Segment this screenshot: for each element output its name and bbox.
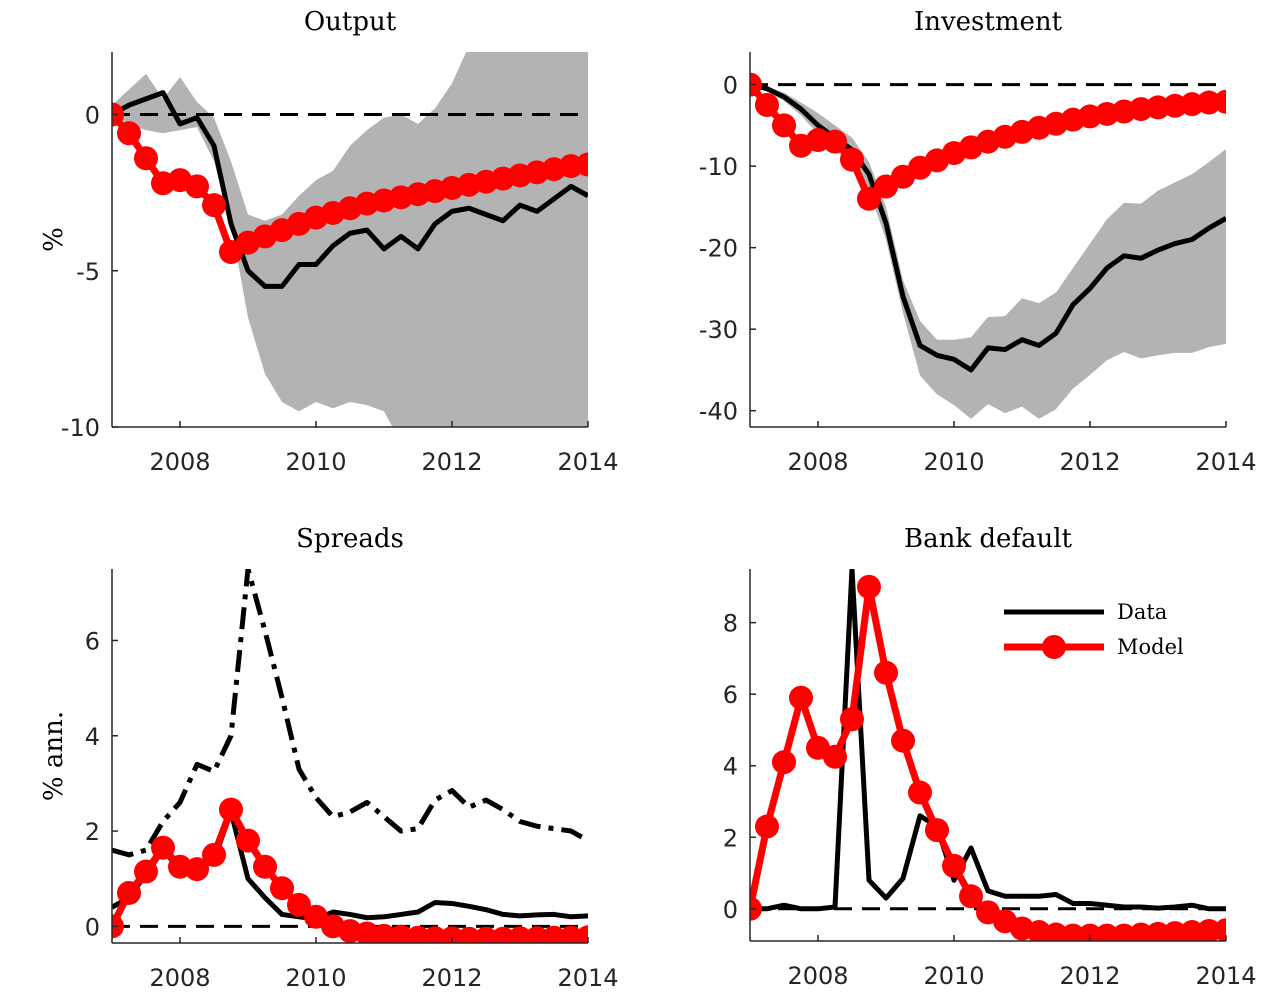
- marker: [925, 818, 949, 843]
- marker: [236, 828, 260, 853]
- legend-marker: [1042, 635, 1066, 659]
- y-tick-label: 0: [723, 896, 738, 924]
- x-tick-label: 2012: [1059, 448, 1120, 476]
- y-tick-label: 0: [85, 913, 100, 941]
- y-axis-label: %: [39, 227, 69, 252]
- y-tick-label: -20: [699, 235, 738, 263]
- marker: [840, 707, 864, 732]
- marker: [134, 146, 158, 171]
- x-tick-label: 2014: [1195, 448, 1256, 476]
- subplot-title: Output: [304, 7, 397, 37]
- subplot: 2008 2010 2012 2014 -10 -5 0 Output%: [39, 7, 619, 476]
- marker: [823, 744, 847, 769]
- x-tick-label: 2010: [285, 964, 346, 992]
- marker: [908, 780, 932, 805]
- marker: [253, 854, 277, 879]
- y-tick-label: 2: [85, 818, 100, 846]
- plot-area: [112, 52, 588, 427]
- marker: [134, 859, 158, 884]
- y-tick-label: -30: [699, 316, 738, 344]
- marker: [772, 750, 796, 775]
- marker: [270, 876, 294, 901]
- y-axis-label: % ann.: [39, 711, 69, 801]
- marker: [891, 728, 915, 753]
- y-tick-label: -10: [699, 153, 738, 181]
- subplot-title: Investment: [914, 7, 1063, 37]
- subplot-title: Spreads: [296, 524, 404, 554]
- x-tick-label: 2008: [149, 964, 210, 992]
- marker: [185, 857, 209, 882]
- marker: [789, 685, 813, 710]
- x-tick-label: 2014: [557, 964, 618, 992]
- marker: [202, 842, 226, 867]
- series-line: [112, 90, 588, 289]
- plot-area: [750, 569, 1226, 941]
- x-tick-label: 2014: [1195, 962, 1256, 990]
- y-tick-label: -10: [61, 414, 100, 442]
- plot-area: [112, 569, 588, 943]
- confidence-band: [112, 52, 588, 427]
- marker: [857, 186, 881, 211]
- marker: [151, 835, 175, 860]
- subplot: 2008 2010 2012 2014 -40 -30 -20 -10 0 Investment: [699, 7, 1257, 476]
- series-line: [750, 569, 1226, 912]
- marker: [1197, 90, 1221, 115]
- y-tick-label: 6: [85, 627, 100, 655]
- y-tick-label: 6: [723, 681, 738, 709]
- x-tick-label: 2012: [421, 964, 482, 992]
- legend-label: Data: [1117, 600, 1167, 624]
- marker: [202, 193, 226, 218]
- y-tick-label: 4: [723, 753, 738, 781]
- x-tick-label: 2010: [923, 448, 984, 476]
- y-tick-label: 2: [723, 824, 738, 852]
- x-tick-label: 2014: [557, 448, 618, 476]
- marker: [755, 92, 779, 117]
- marker: [1197, 918, 1221, 941]
- y-tick-label: 0: [723, 72, 738, 100]
- x-tick-label: 2008: [787, 962, 848, 990]
- marker: [823, 129, 847, 154]
- marker: [840, 147, 864, 172]
- marker: [576, 925, 588, 943]
- marker: [1214, 89, 1226, 114]
- subplot: 2008 2010 2012 2014 0 2 4 6 8 Bank default Data Mod…: [723, 524, 1257, 990]
- plot-area: [750, 72, 1226, 419]
- marker: [857, 574, 881, 599]
- x-tick-label: 2010: [923, 962, 984, 990]
- marker: [117, 880, 141, 905]
- marker: [959, 884, 983, 909]
- subplot-title: Bank default: [904, 524, 1073, 554]
- x-tick-label: 2008: [149, 448, 210, 476]
- series-line: [112, 569, 588, 858]
- marker: [185, 174, 209, 199]
- x-tick-label: 2012: [421, 448, 482, 476]
- x-tick-label: 2012: [1059, 962, 1120, 990]
- marker: [755, 814, 779, 839]
- marker: [576, 152, 588, 177]
- x-tick-label: 2010: [285, 448, 346, 476]
- legend-label: Model: [1117, 635, 1184, 659]
- marker: [219, 797, 243, 822]
- subplot: 2008 2010 2012 2014 0 2 4 6 Spreads % ann.: [39, 524, 619, 992]
- y-tick-label: -5: [76, 258, 100, 286]
- confidence-band: [750, 84, 1226, 419]
- y-tick-label: 8: [723, 610, 738, 638]
- marker: [942, 853, 966, 878]
- marker: [1214, 918, 1226, 941]
- marker: [874, 660, 898, 685]
- x-tick-label: 2008: [787, 448, 848, 476]
- marker: [117, 121, 141, 146]
- y-tick-label: 0: [85, 102, 100, 130]
- marker: [287, 892, 311, 917]
- y-tick-label: -40: [699, 398, 738, 426]
- marker: [772, 113, 796, 138]
- y-tick-label: 4: [85, 723, 100, 751]
